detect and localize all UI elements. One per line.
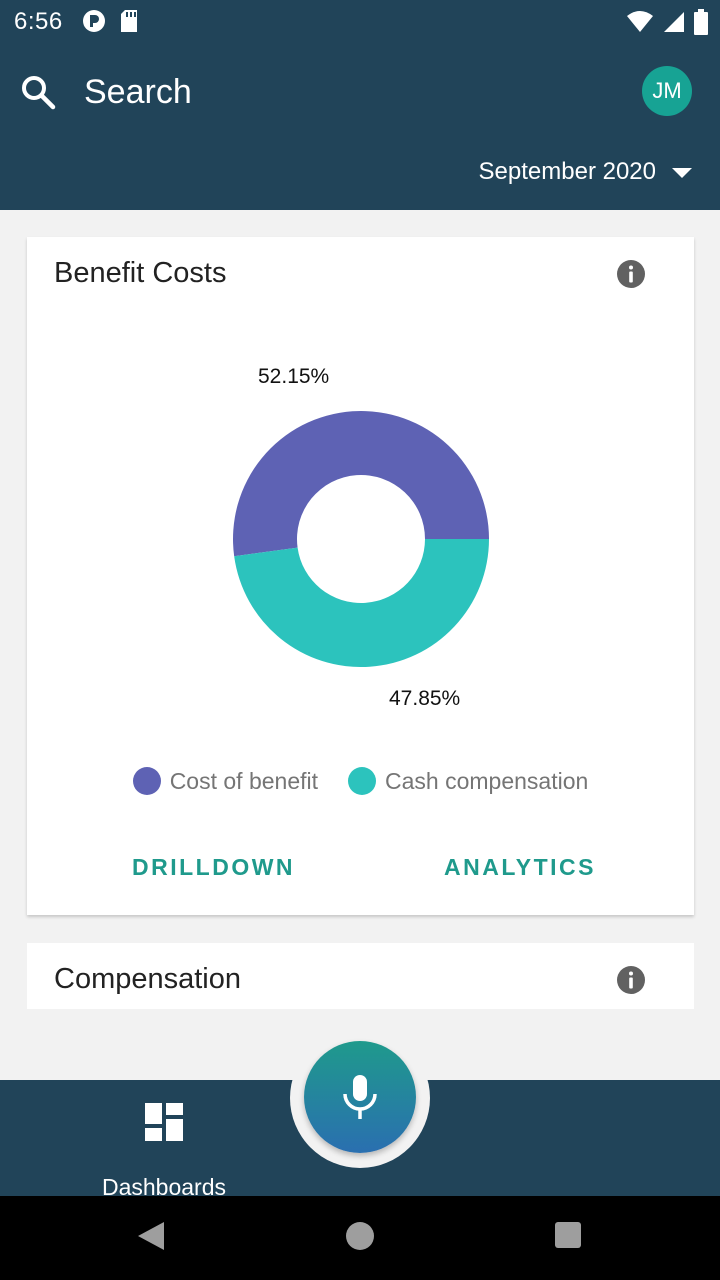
mic-icon — [343, 1075, 377, 1119]
system-nav-bar — [0, 1196, 720, 1280]
legend-label: Cost of benefit — [169, 767, 318, 794]
dashboard-icon — [145, 1103, 183, 1141]
compensation-card[interactable]: Compensation — [27, 943, 694, 1009]
legend-swatch — [132, 767, 161, 795]
donut-chart — [233, 411, 489, 667]
info-icon[interactable] — [616, 965, 646, 995]
benefit-costs-card: Benefit Costs 52.15% 47.85% Cost of bene… — [27, 237, 694, 915]
period-dropdown[interactable]: September 2020 — [479, 156, 692, 188]
avatar-initials: JM — [652, 78, 682, 103]
donut-slice-cash-compensation[interactable] — [234, 539, 489, 667]
period-label: September 2020 — [478, 158, 656, 185]
drilldown-button[interactable]: DRILLDOWN — [132, 854, 296, 880]
chart-legend: Cost of benefit Cash compensation — [27, 767, 694, 795]
card-actions: DRILLDOWN ANALYTICS — [27, 854, 694, 894]
info-icon[interactable] — [616, 259, 646, 289]
sd-card-icon — [121, 10, 137, 32]
app-bar: Search JM September 2020 — [0, 44, 720, 210]
recents-icon[interactable] — [555, 1222, 581, 1248]
cell-signal-icon — [664, 12, 684, 32]
status-bar: 6:56 — [0, 0, 720, 44]
legend-item-cash-compensation[interactable]: Cash compensation — [348, 767, 588, 795]
search-field[interactable]: Search — [84, 73, 192, 111]
home-icon[interactable] — [346, 1222, 374, 1250]
avatar[interactable]: JM — [642, 66, 692, 116]
card-title: Compensation — [54, 963, 241, 995]
legend-label: Cash compensation — [385, 767, 589, 794]
legend-item-cost-of-benefit[interactable]: Cost of benefit — [132, 767, 318, 795]
pocket-icon — [83, 10, 105, 32]
analytics-button[interactable]: ANALYTICS — [444, 854, 596, 880]
back-icon[interactable] — [136, 1220, 166, 1252]
wifi-icon — [627, 11, 653, 32]
donut-slice-cost-of-benefit[interactable] — [233, 411, 489, 557]
status-right-icons — [626, 9, 708, 35]
status-left-icons — [82, 9, 138, 33]
voice-search-button[interactable] — [304, 1041, 416, 1153]
battery-icon — [694, 9, 708, 35]
nav-label: Dashboards — [101, 1174, 227, 1200]
legend-swatch — [348, 767, 376, 795]
data-label-cash-compensation: 47.85% — [389, 687, 461, 710]
card-title: Benefit Costs — [54, 257, 227, 289]
chevron-down-icon — [672, 168, 692, 178]
status-time: 6:56 — [14, 8, 63, 35]
data-label-cost-of-benefit: 52.15% — [258, 365, 330, 388]
nav-item-dashboards[interactable]: Dashboards — [92, 1100, 236, 1200]
search-icon[interactable] — [20, 74, 56, 110]
